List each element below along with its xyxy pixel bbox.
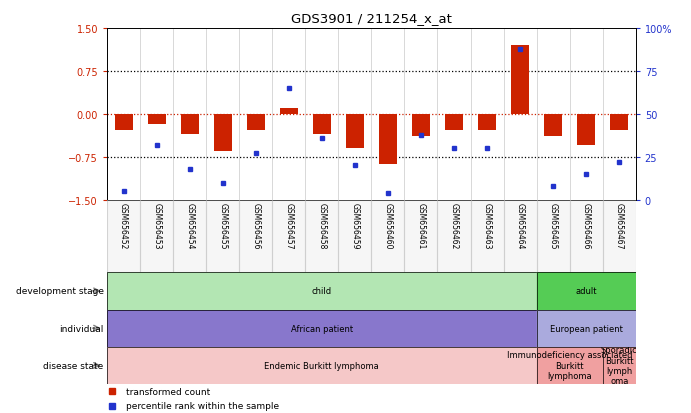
Bar bbox=[140, 200, 173, 273]
Text: development stage: development stage bbox=[16, 287, 104, 296]
Bar bbox=[372, 200, 404, 273]
Bar bbox=[404, 200, 437, 273]
Text: individual: individual bbox=[59, 324, 104, 333]
Bar bbox=[107, 273, 537, 310]
Bar bbox=[206, 200, 239, 273]
Text: GSM656457: GSM656457 bbox=[284, 202, 293, 249]
Bar bbox=[471, 200, 504, 273]
Bar bbox=[107, 347, 537, 384]
Bar bbox=[412, 114, 430, 136]
Bar bbox=[107, 200, 140, 273]
Text: GSM656455: GSM656455 bbox=[218, 202, 227, 249]
Bar bbox=[610, 114, 628, 131]
Bar bbox=[214, 114, 231, 152]
Text: African patient: African patient bbox=[291, 324, 353, 333]
Text: GSM656453: GSM656453 bbox=[152, 202, 161, 249]
Text: GSM656456: GSM656456 bbox=[252, 202, 261, 249]
Bar bbox=[239, 200, 272, 273]
Bar bbox=[478, 114, 496, 131]
Bar bbox=[339, 200, 372, 273]
Bar bbox=[603, 347, 636, 384]
Text: adult: adult bbox=[576, 287, 597, 296]
Bar bbox=[272, 200, 305, 273]
Text: GSM656460: GSM656460 bbox=[384, 202, 392, 249]
Text: transformed count: transformed count bbox=[126, 387, 210, 396]
Text: GSM656467: GSM656467 bbox=[615, 202, 624, 249]
Text: Immunodeficiency associated
Burkitt
lymphoma: Immunodeficiency associated Burkitt lymp… bbox=[507, 351, 632, 380]
Text: GSM656459: GSM656459 bbox=[350, 202, 359, 249]
Bar bbox=[504, 200, 537, 273]
Bar bbox=[180, 114, 199, 135]
Text: GSM656458: GSM656458 bbox=[317, 202, 326, 249]
Bar bbox=[346, 114, 364, 149]
Text: GSM656465: GSM656465 bbox=[549, 202, 558, 249]
Text: GSM656452: GSM656452 bbox=[119, 202, 128, 249]
Bar bbox=[537, 347, 603, 384]
Bar bbox=[280, 109, 298, 114]
Text: child: child bbox=[312, 287, 332, 296]
Text: Sporadic
Burkitt
lymph
oma: Sporadic Burkitt lymph oma bbox=[601, 345, 638, 386]
Bar bbox=[537, 200, 569, 273]
Bar bbox=[313, 114, 331, 135]
Bar bbox=[107, 273, 537, 310]
Bar bbox=[544, 114, 562, 136]
Text: GSM656454: GSM656454 bbox=[185, 202, 194, 249]
Bar bbox=[577, 114, 595, 146]
Bar bbox=[437, 200, 471, 273]
Bar bbox=[107, 347, 537, 384]
Text: GSM656461: GSM656461 bbox=[417, 202, 426, 249]
Bar bbox=[537, 273, 636, 310]
Text: Endemic Burkitt lymphoma: Endemic Burkitt lymphoma bbox=[265, 361, 379, 370]
Bar bbox=[603, 347, 636, 384]
Text: disease state: disease state bbox=[44, 361, 104, 370]
Bar bbox=[115, 114, 133, 131]
Bar bbox=[537, 310, 636, 347]
Bar bbox=[537, 310, 636, 347]
Text: GSM656462: GSM656462 bbox=[450, 202, 459, 249]
Bar bbox=[148, 114, 166, 125]
Text: GSM656463: GSM656463 bbox=[482, 202, 491, 249]
Bar bbox=[537, 347, 603, 384]
Bar bbox=[569, 200, 603, 273]
Text: European patient: European patient bbox=[550, 324, 623, 333]
Bar bbox=[603, 200, 636, 273]
Text: GDS3901 / 211254_x_at: GDS3901 / 211254_x_at bbox=[291, 12, 452, 25]
Text: GSM656466: GSM656466 bbox=[582, 202, 591, 249]
Text: percentile rank within the sample: percentile rank within the sample bbox=[126, 401, 278, 410]
Bar bbox=[247, 114, 265, 131]
Bar bbox=[511, 46, 529, 114]
Bar bbox=[107, 310, 537, 347]
Bar bbox=[537, 273, 636, 310]
Bar bbox=[445, 114, 463, 131]
Bar bbox=[107, 310, 537, 347]
Bar bbox=[173, 200, 206, 273]
Text: GSM656464: GSM656464 bbox=[515, 202, 524, 249]
Bar bbox=[379, 114, 397, 165]
Bar bbox=[305, 200, 339, 273]
